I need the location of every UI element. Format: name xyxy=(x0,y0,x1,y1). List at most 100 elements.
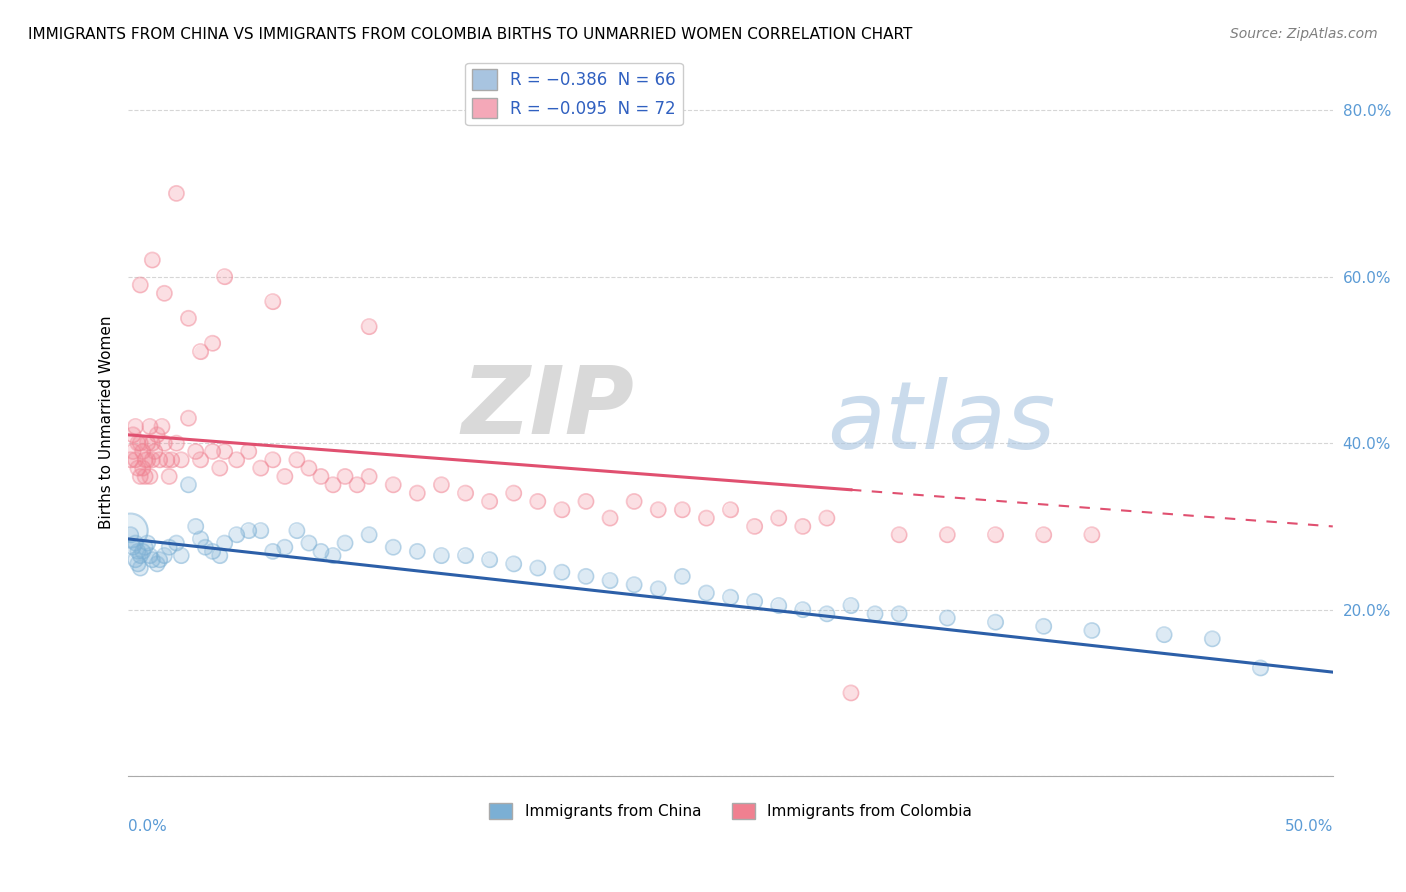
Point xyxy=(153,436,176,450)
Point xyxy=(671,502,693,516)
Point xyxy=(146,557,169,571)
Point xyxy=(141,552,163,566)
Point xyxy=(285,524,308,538)
Point xyxy=(127,544,149,558)
Point xyxy=(141,452,163,467)
Point xyxy=(744,594,766,608)
Point xyxy=(214,536,236,550)
Point xyxy=(124,452,146,467)
Point xyxy=(165,536,187,550)
Point xyxy=(122,427,145,442)
Point xyxy=(184,519,207,533)
Point xyxy=(124,536,146,550)
Point xyxy=(238,524,260,538)
Point xyxy=(647,502,669,516)
Point xyxy=(124,536,146,550)
Point xyxy=(184,519,207,533)
Point xyxy=(815,511,838,525)
Point xyxy=(134,540,156,554)
Point xyxy=(599,511,621,525)
Point xyxy=(526,561,548,575)
Point xyxy=(124,552,146,566)
Point xyxy=(599,511,621,525)
Point xyxy=(190,452,212,467)
Point xyxy=(768,599,790,613)
Point xyxy=(208,549,231,563)
Point xyxy=(201,444,224,458)
Point xyxy=(141,252,163,267)
Point xyxy=(122,444,145,458)
Point xyxy=(165,186,187,201)
Point xyxy=(285,524,308,538)
Point xyxy=(127,557,149,571)
Point xyxy=(599,574,621,588)
Point xyxy=(190,344,212,359)
Point xyxy=(129,436,152,450)
Point xyxy=(124,452,146,467)
Point xyxy=(359,469,381,483)
Point xyxy=(127,461,149,475)
Point xyxy=(127,557,149,571)
Point xyxy=(406,486,429,500)
Text: IMMIGRANTS FROM CHINA VS IMMIGRANTS FROM COLOMBIA BIRTHS TO UNMARRIED WOMEN CORR: IMMIGRANTS FROM CHINA VS IMMIGRANTS FROM… xyxy=(28,27,912,42)
Point xyxy=(551,565,574,579)
Point xyxy=(1032,527,1054,541)
Point xyxy=(346,477,368,491)
Point xyxy=(359,527,381,541)
Point xyxy=(136,436,159,450)
Point xyxy=(184,444,207,458)
Point xyxy=(454,549,477,563)
Point xyxy=(122,427,145,442)
Point xyxy=(184,444,207,458)
Point xyxy=(1153,627,1175,641)
Point xyxy=(744,519,766,533)
Point xyxy=(1032,619,1054,633)
Point xyxy=(768,511,790,525)
Point xyxy=(157,540,180,554)
Point xyxy=(129,469,152,483)
Point xyxy=(141,436,163,450)
Point xyxy=(274,469,297,483)
Point xyxy=(298,461,321,475)
Point xyxy=(153,286,176,301)
Point xyxy=(309,469,332,483)
Point xyxy=(201,544,224,558)
Point xyxy=(575,494,598,508)
Point xyxy=(623,494,645,508)
Point xyxy=(478,494,501,508)
Point xyxy=(720,502,742,516)
Point xyxy=(406,486,429,500)
Point xyxy=(671,502,693,516)
Point xyxy=(127,461,149,475)
Point xyxy=(984,615,1007,629)
Text: Source: ZipAtlas.com: Source: ZipAtlas.com xyxy=(1230,27,1378,41)
Point xyxy=(262,294,284,309)
Point xyxy=(792,602,814,616)
Point xyxy=(190,532,212,546)
Point xyxy=(201,336,224,351)
Point xyxy=(190,344,212,359)
Point xyxy=(936,527,959,541)
Point xyxy=(1081,527,1104,541)
Point xyxy=(177,477,200,491)
Point xyxy=(647,502,669,516)
Point xyxy=(623,577,645,591)
Point xyxy=(177,411,200,425)
Point xyxy=(134,452,156,467)
Point xyxy=(131,461,153,475)
Point xyxy=(134,540,156,554)
Point xyxy=(1153,627,1175,641)
Point xyxy=(262,294,284,309)
Point xyxy=(502,557,524,571)
Point xyxy=(249,524,271,538)
Point xyxy=(551,502,574,516)
Y-axis label: Births to Unmarried Women: Births to Unmarried Women xyxy=(100,316,114,529)
Point xyxy=(695,586,717,600)
Point xyxy=(165,436,187,450)
Legend: Immigrants from China, Immigrants from Colombia: Immigrants from China, Immigrants from C… xyxy=(484,797,977,825)
Point xyxy=(139,469,162,483)
Point xyxy=(165,186,187,201)
Point xyxy=(502,486,524,500)
Point xyxy=(322,477,344,491)
Point xyxy=(156,452,179,467)
